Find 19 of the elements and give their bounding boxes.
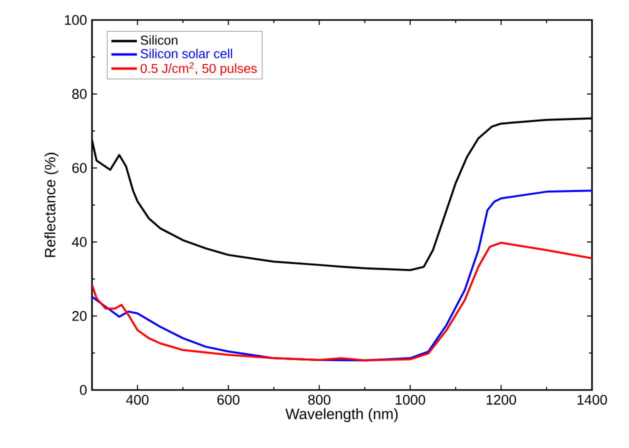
y-tick-label: 60 [72,163,87,173]
x-axis-title: Wavelength (nm) [285,408,398,422]
y-tick-label: 40 [72,237,87,247]
legend-label: Silicon [140,35,178,45]
y-tick-label: 100 [64,15,87,25]
y-tick-label: 20 [72,311,87,321]
line-series [92,242,592,362]
legend-label: Silicon solar cell [140,48,232,58]
x-tick-label: 1200 [486,394,516,405]
legend-label: 0.5 J/cm$^{2}$, 50 pulses [140,62,257,76]
line-series [92,190,592,362]
x-tick-label: 1400 [578,394,607,405]
x-tick-label: 600 [217,394,240,405]
x-tick-label: 400 [126,394,149,405]
y-axis-title: Reflectance (%) [44,152,58,257]
x-tick-label: 1000 [396,394,426,405]
y-tick-label: 80 [72,89,87,99]
x-tick-label: 800 [308,394,330,405]
y-tick-label: 0 [80,385,87,395]
